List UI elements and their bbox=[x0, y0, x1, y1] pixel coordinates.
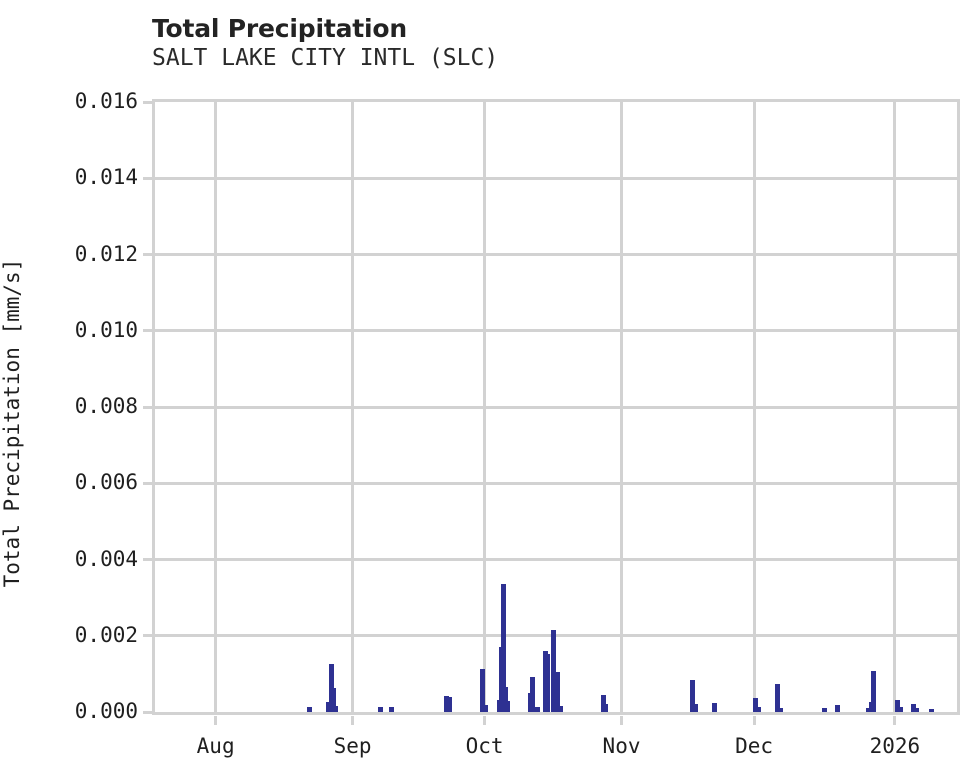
y-axis-tick-label: 0.004 bbox=[74, 546, 138, 571]
y-axis-tick-label: 0.016 bbox=[74, 89, 138, 113]
y-axis-tick-label: 0.002 bbox=[74, 622, 138, 647]
y-axis-tick-mark bbox=[143, 176, 152, 180]
x-axis-tick-mark bbox=[620, 716, 624, 725]
gridline-horizontal bbox=[155, 253, 957, 256]
plot-area bbox=[152, 99, 960, 715]
bar bbox=[752, 697, 758, 712]
x-axis-tick-mark bbox=[483, 716, 487, 725]
bar bbox=[821, 708, 827, 712]
bar bbox=[326, 701, 332, 712]
x-axis-tick-label: Oct bbox=[465, 734, 504, 758]
bar bbox=[377, 707, 383, 712]
y-axis-tick-mark bbox=[143, 481, 152, 485]
gridline-vertical bbox=[620, 102, 624, 712]
bar bbox=[690, 679, 696, 712]
gridline-vertical bbox=[893, 102, 897, 712]
bar bbox=[712, 703, 718, 712]
bar bbox=[550, 630, 556, 712]
bar bbox=[910, 703, 916, 712]
y-axis-tick-label: 0.008 bbox=[74, 394, 138, 418]
gridline-vertical bbox=[351, 102, 355, 712]
y-axis-tick-label: 0.012 bbox=[74, 241, 138, 266]
bar bbox=[897, 707, 903, 712]
y-axis-tick-labels: 0.000 0.002 0.004 0.006 0.008 0.010 0.012 0.014… bbox=[0, 0, 138, 780]
bar bbox=[693, 704, 699, 712]
y-axis-tick-mark bbox=[143, 100, 152, 104]
y-axis-tick-mark bbox=[143, 253, 152, 256]
bar bbox=[755, 707, 761, 712]
bar bbox=[500, 584, 506, 712]
y-axis-tick-label: 0.000 bbox=[74, 699, 138, 723]
bar bbox=[775, 684, 781, 712]
gridline-horizontal bbox=[155, 329, 957, 333]
x-axis-tick-label: 2026 bbox=[869, 734, 921, 758]
bar bbox=[554, 671, 560, 712]
gridline-horizontal bbox=[155, 176, 957, 180]
bar bbox=[529, 676, 535, 712]
bar bbox=[913, 708, 919, 712]
bar bbox=[331, 688, 337, 712]
bar bbox=[306, 707, 312, 712]
bar bbox=[502, 687, 508, 712]
bar bbox=[601, 694, 607, 712]
y-axis-tick-mark bbox=[143, 329, 152, 333]
x-axis-tick-label: Aug bbox=[196, 734, 235, 758]
bar bbox=[557, 705, 563, 712]
x-axis-tick-mark bbox=[893, 716, 897, 725]
x-axis-tick-label: Sep bbox=[333, 734, 372, 758]
bar bbox=[894, 699, 900, 712]
x-axis-tick-mark bbox=[752, 716, 756, 725]
bar bbox=[329, 663, 335, 712]
gridline-horizontal bbox=[155, 405, 957, 409]
bar bbox=[778, 708, 784, 712]
y-axis-tick-label: 0.010 bbox=[74, 317, 138, 342]
gridline-horizontal bbox=[155, 558, 957, 561]
bar bbox=[870, 671, 876, 712]
gridline-vertical bbox=[483, 102, 487, 712]
bar bbox=[483, 705, 488, 712]
bar bbox=[444, 695, 450, 712]
x-axis-tick-label: Nov bbox=[602, 734, 641, 758]
bar bbox=[447, 697, 453, 712]
y-axis-tick-mark bbox=[143, 405, 152, 409]
gridline-vertical bbox=[214, 102, 218, 712]
bar bbox=[504, 701, 510, 712]
bar bbox=[865, 708, 871, 712]
bar bbox=[388, 707, 394, 712]
bar bbox=[480, 668, 486, 712]
gridline-horizontal bbox=[155, 481, 957, 485]
y-axis-tick-mark bbox=[143, 710, 152, 714]
gridline-horizontal bbox=[155, 634, 957, 638]
gridline-vertical bbox=[752, 102, 756, 712]
y-axis-tick-mark bbox=[143, 634, 152, 638]
bar bbox=[333, 705, 339, 712]
page-title: Total Precipitation bbox=[152, 14, 407, 43]
bar bbox=[534, 706, 540, 712]
y-axis-tick-label: 0.006 bbox=[74, 470, 138, 495]
bar bbox=[544, 654, 550, 712]
y-axis-tick-mark bbox=[143, 558, 152, 561]
x-axis-tick-mark bbox=[351, 716, 355, 725]
x-axis-tick-mark bbox=[214, 716, 218, 725]
bar bbox=[928, 708, 934, 712]
chart-subtitle: SALT LAKE CITY INTL (SLC) bbox=[152, 45, 499, 71]
y-axis-tick-label: 0.014 bbox=[74, 165, 138, 190]
x-axis-tick-label: Dec bbox=[735, 734, 774, 758]
chart-header: Total Precipitation SALT LAKE CITY INTL … bbox=[152, 14, 952, 72]
bar bbox=[603, 704, 609, 712]
bar bbox=[834, 704, 840, 712]
